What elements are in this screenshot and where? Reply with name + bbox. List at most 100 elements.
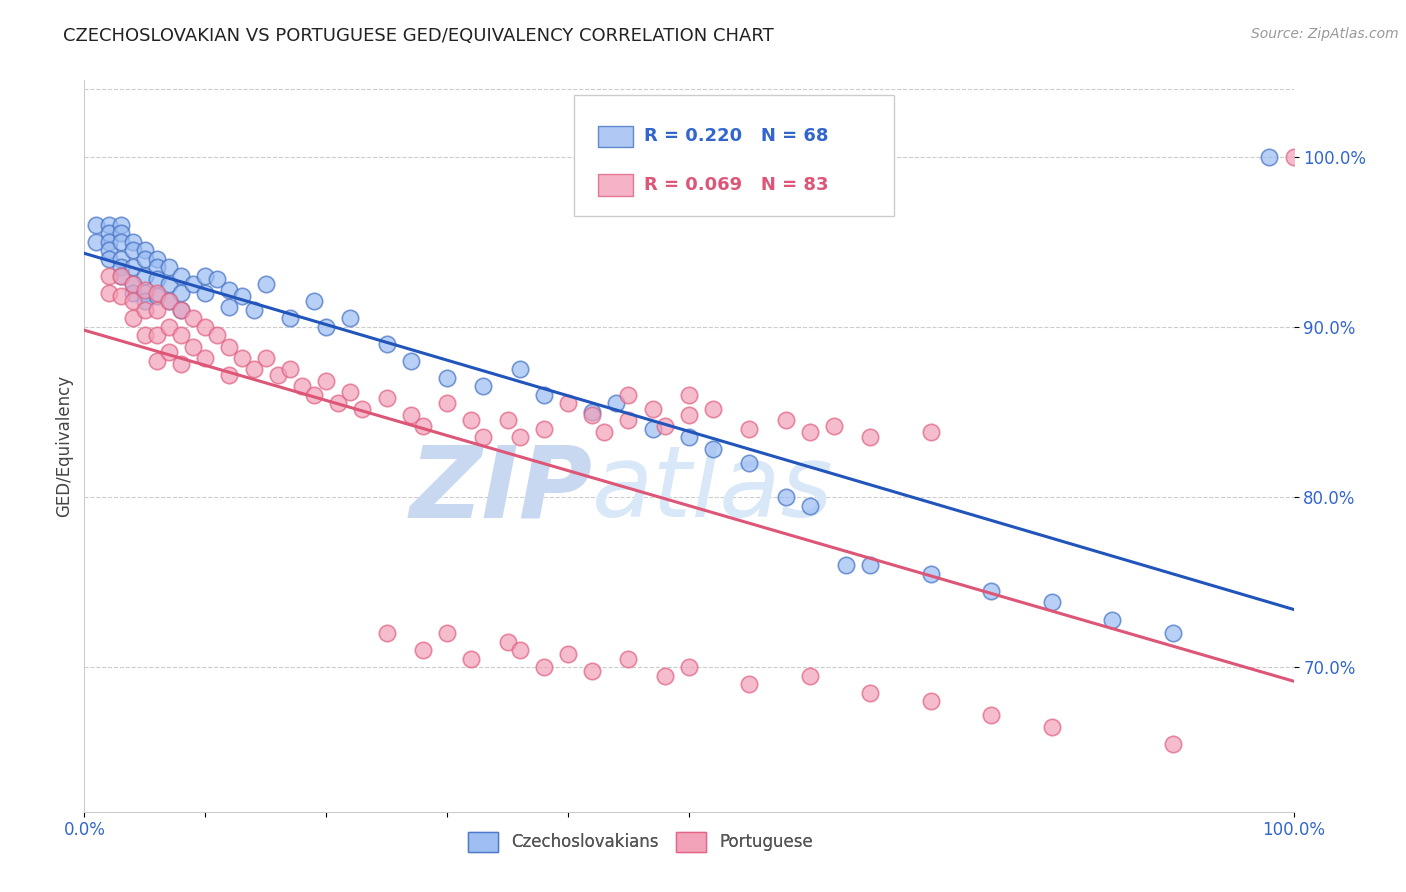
Point	[110, 218, 132, 232]
Point	[920, 566, 942, 581]
Point	[533, 422, 555, 436]
Point	[436, 371, 458, 385]
Point	[194, 285, 217, 300]
Text: CZECHOSLOVAKIAN VS PORTUGUESE GED/EQUIVALENCY CORRELATION CHART: CZECHOSLOVAKIAN VS PORTUGUESE GED/EQUIVA…	[63, 27, 775, 45]
Point	[181, 277, 204, 292]
Point	[533, 388, 555, 402]
Point	[97, 227, 120, 241]
Point	[678, 409, 700, 423]
Point	[399, 409, 422, 423]
Point	[641, 422, 664, 436]
Point	[412, 418, 434, 433]
Point	[194, 351, 217, 365]
Point	[859, 558, 882, 572]
Point	[146, 354, 169, 368]
Point	[146, 272, 169, 286]
FancyBboxPatch shape	[599, 126, 633, 147]
Text: Source: ZipAtlas.com: Source: ZipAtlas.com	[1251, 27, 1399, 41]
Point	[121, 294, 143, 309]
Point	[581, 409, 603, 423]
Point	[702, 442, 724, 457]
Point	[157, 277, 180, 292]
Point	[207, 272, 229, 286]
Point	[157, 260, 180, 275]
Text: ZIP: ZIP	[409, 442, 592, 539]
Point	[218, 340, 240, 354]
Text: R = 0.220   N = 68: R = 0.220 N = 68	[644, 128, 828, 145]
Point	[472, 430, 495, 444]
Point	[496, 634, 519, 648]
Text: atlas: atlas	[592, 442, 834, 539]
Point	[134, 252, 156, 266]
Point	[799, 499, 821, 513]
Point	[110, 268, 132, 283]
Point	[980, 583, 1002, 598]
Point	[375, 337, 398, 351]
Point	[278, 362, 301, 376]
Point	[121, 311, 143, 326]
Point	[496, 413, 519, 427]
Point	[859, 430, 882, 444]
Point	[134, 268, 156, 283]
Point	[557, 647, 579, 661]
Point	[823, 418, 845, 433]
Point	[110, 260, 132, 275]
Point	[110, 289, 132, 303]
Point	[121, 244, 143, 258]
Point	[110, 227, 132, 241]
Point	[254, 351, 277, 365]
Point	[121, 277, 143, 292]
Point	[375, 392, 398, 406]
Point	[617, 651, 640, 665]
Point	[339, 384, 361, 399]
Point	[134, 244, 156, 258]
Point	[110, 268, 132, 283]
Point	[278, 311, 301, 326]
Point	[146, 328, 169, 343]
Point	[1258, 150, 1281, 164]
Point	[593, 425, 616, 440]
Point	[170, 302, 193, 317]
Point	[97, 218, 120, 232]
FancyBboxPatch shape	[599, 174, 633, 195]
Point	[134, 294, 156, 309]
Point	[339, 311, 361, 326]
Point	[533, 660, 555, 674]
Point	[110, 235, 132, 249]
Point	[654, 668, 676, 682]
Point	[412, 643, 434, 657]
Text: R = 0.069   N = 83: R = 0.069 N = 83	[644, 176, 828, 194]
Point	[146, 285, 169, 300]
Point	[835, 558, 858, 572]
Point	[799, 668, 821, 682]
Point	[110, 252, 132, 266]
Point	[702, 401, 724, 416]
Point	[302, 388, 325, 402]
Point	[194, 320, 217, 334]
Point	[581, 664, 603, 678]
Point	[231, 289, 253, 303]
Point	[291, 379, 314, 393]
Point	[799, 425, 821, 440]
Point	[617, 388, 640, 402]
Point	[218, 300, 240, 314]
Point	[97, 244, 120, 258]
Point	[775, 413, 797, 427]
Point	[146, 252, 169, 266]
Point	[775, 490, 797, 504]
FancyBboxPatch shape	[574, 95, 894, 216]
Point	[146, 260, 169, 275]
Point	[375, 626, 398, 640]
Point	[509, 430, 531, 444]
Point	[460, 413, 482, 427]
Point	[170, 328, 193, 343]
Point	[617, 413, 640, 427]
Point	[86, 218, 108, 232]
Point	[472, 379, 495, 393]
Point	[194, 268, 217, 283]
Point	[121, 235, 143, 249]
Point	[242, 302, 264, 317]
Point	[1040, 595, 1063, 609]
Point	[146, 302, 169, 317]
Point	[302, 294, 325, 309]
